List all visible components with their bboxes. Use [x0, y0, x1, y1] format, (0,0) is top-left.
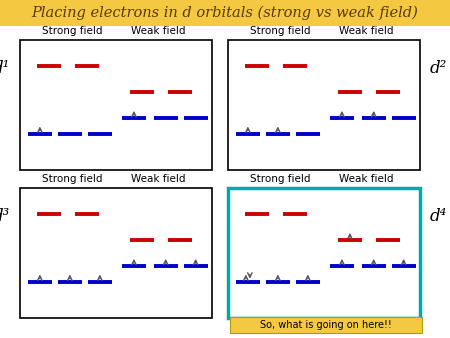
Text: Strong field: Strong field	[250, 174, 310, 184]
Text: Weak field: Weak field	[339, 174, 393, 184]
Text: d²: d²	[430, 60, 447, 77]
Text: So, what is going on here!!: So, what is going on here!!	[260, 320, 392, 330]
Bar	[230, 317, 422, 333]
Bar	[228, 188, 420, 318]
Text: Strong field: Strong field	[250, 26, 310, 36]
Text: Weak field: Weak field	[131, 174, 185, 184]
Text: Placing electrons in d orbitals (strong vs weak field): Placing electrons in d orbitals (strong …	[32, 6, 419, 20]
Text: Weak field: Weak field	[339, 26, 393, 36]
Bar	[20, 188, 212, 318]
Text: Strong field: Strong field	[41, 174, 102, 184]
Text: d³: d³	[0, 208, 10, 225]
Text: Strong field: Strong field	[41, 26, 102, 36]
Text: Weak field: Weak field	[131, 26, 185, 36]
Text: d⁴: d⁴	[430, 208, 447, 225]
Bar	[20, 40, 212, 170]
Bar	[228, 40, 420, 170]
Bar	[0, 0, 450, 26]
Text: d¹: d¹	[0, 60, 10, 77]
